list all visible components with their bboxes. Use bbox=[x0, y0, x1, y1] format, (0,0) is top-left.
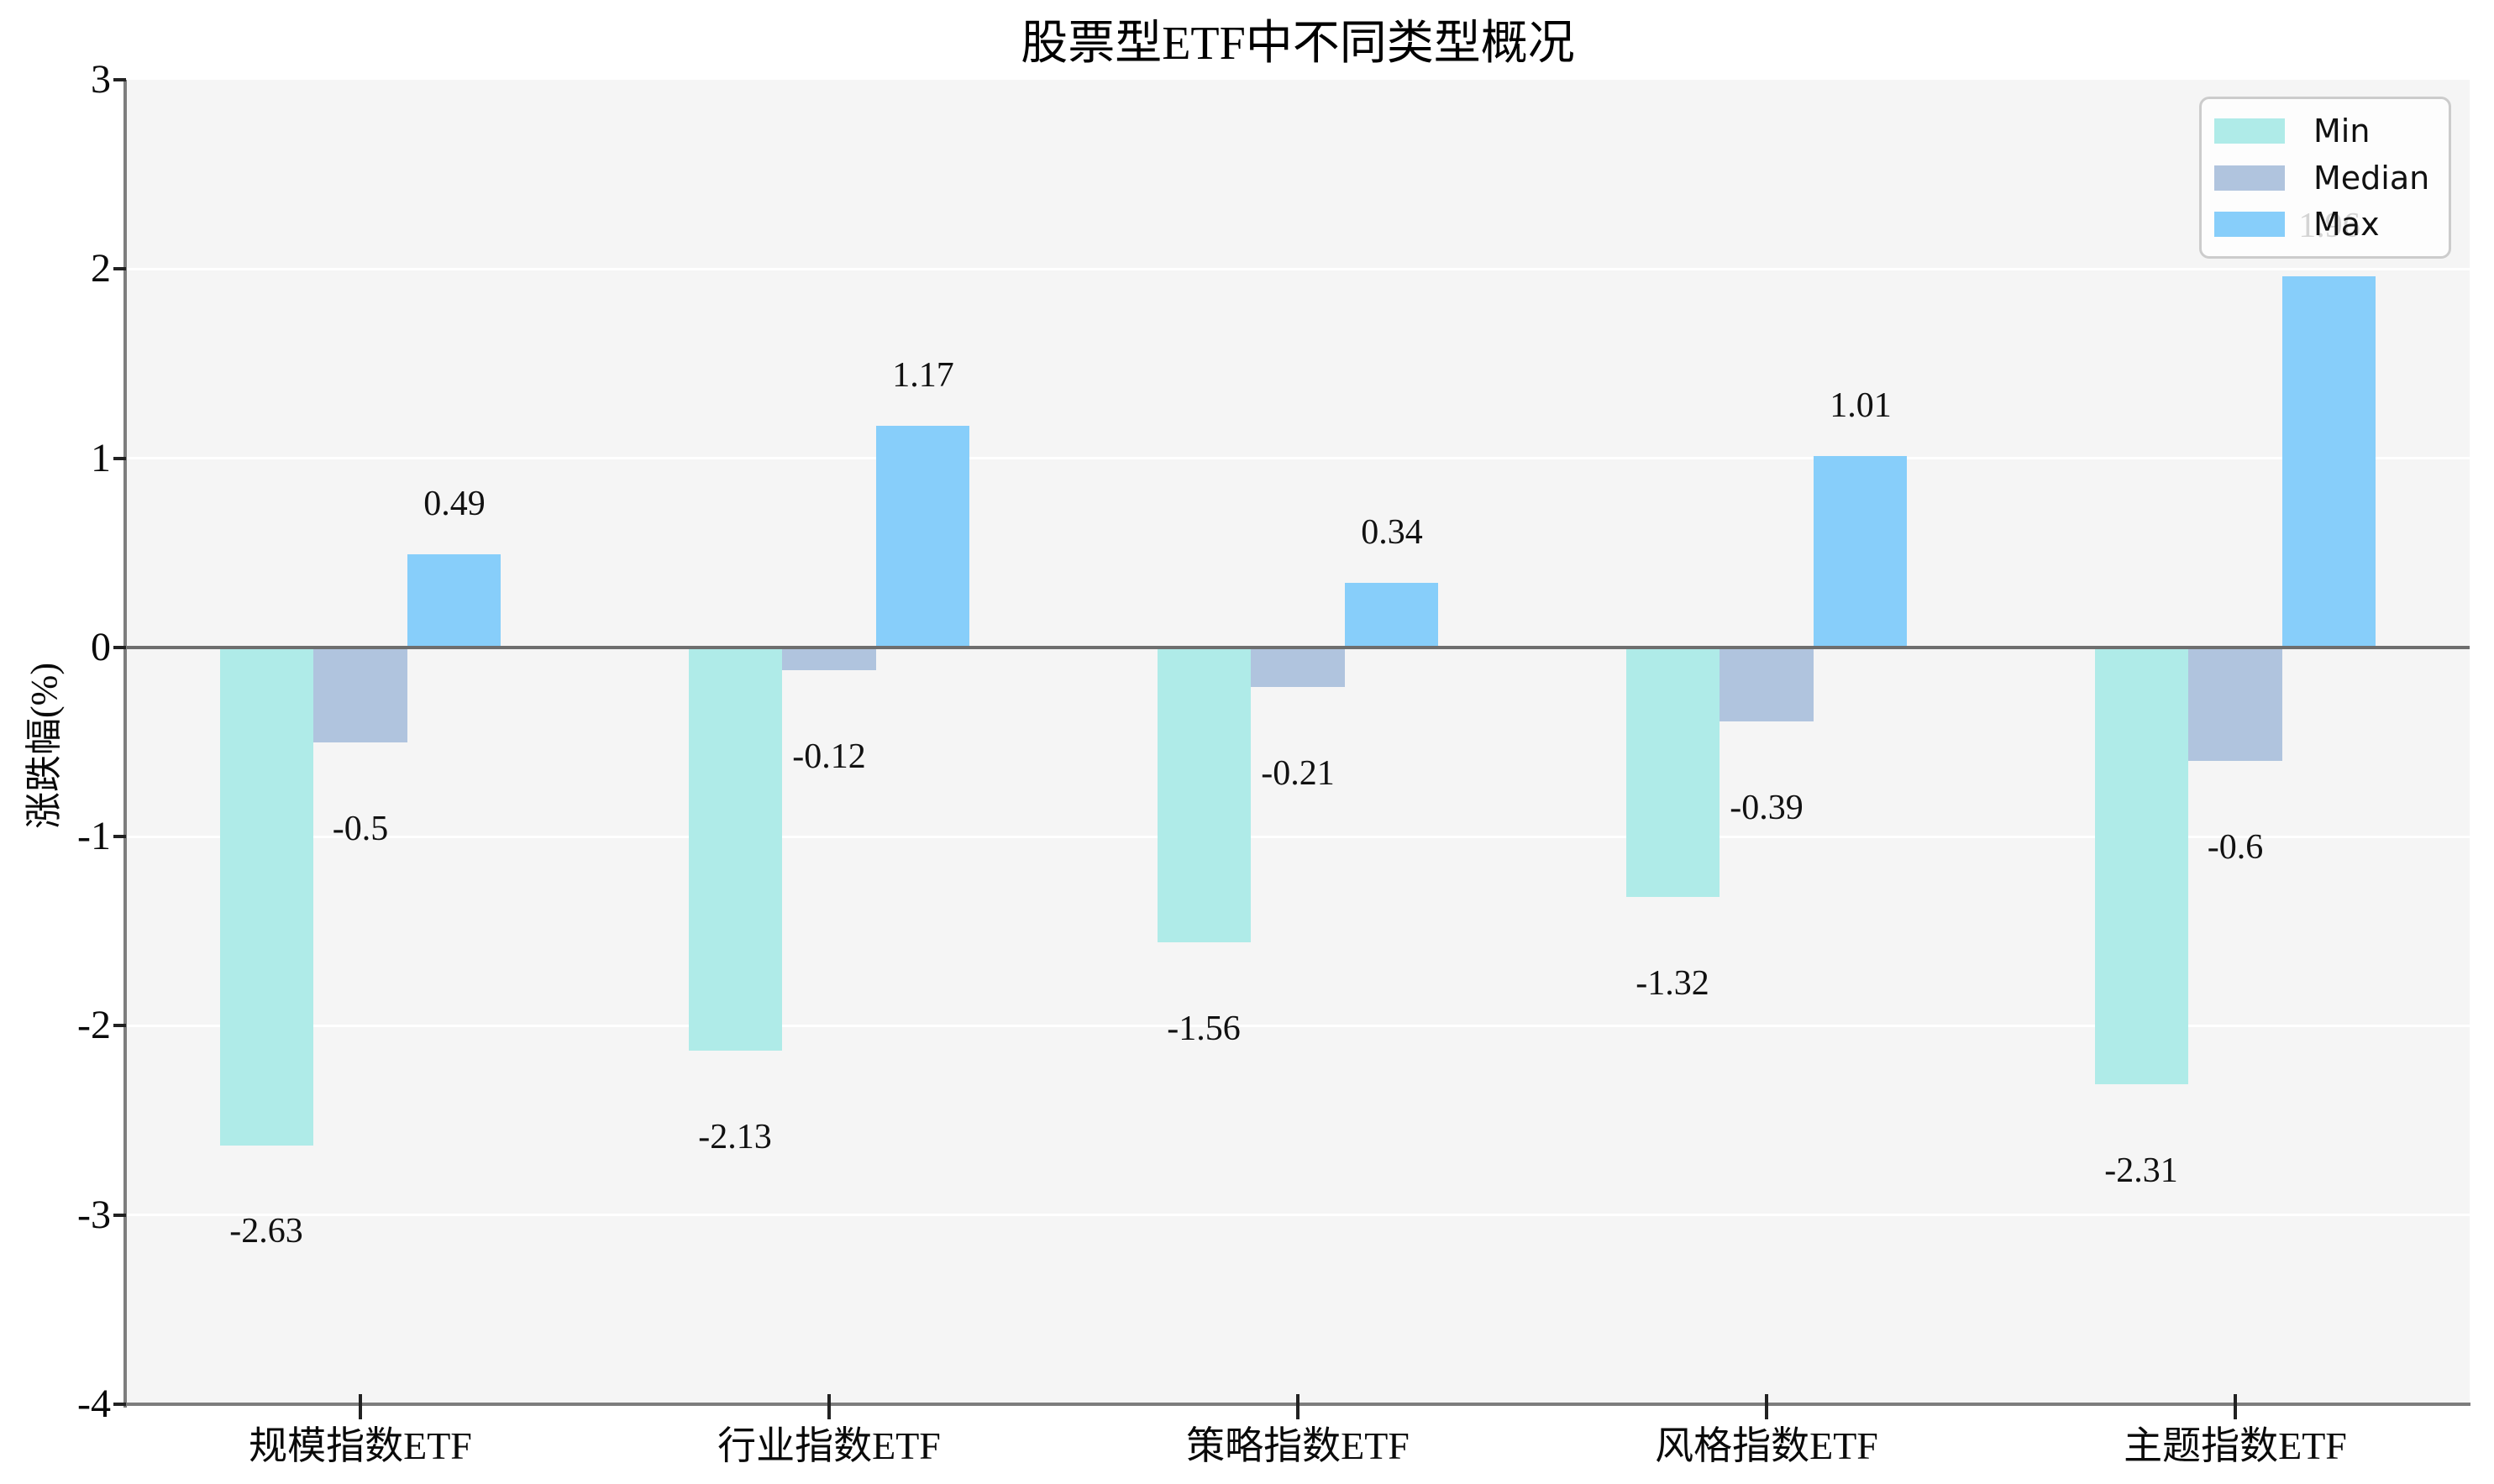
y-tick--4 bbox=[113, 1403, 126, 1406]
value-label-median-0: -0.5 bbox=[332, 810, 389, 848]
x-tick-label-4: 主题指数ETF bbox=[2124, 1424, 2347, 1467]
y-tick-3 bbox=[113, 78, 126, 81]
bar-min-2 bbox=[1158, 648, 1251, 942]
legend-item-median: Median bbox=[2214, 155, 2449, 202]
y-tick-2 bbox=[113, 267, 126, 270]
value-label-min-1: -2.13 bbox=[698, 1118, 772, 1156]
value-label-min-2: -1.56 bbox=[1167, 1009, 1241, 1048]
gridline-y1 bbox=[126, 457, 2470, 460]
y-tick-label-3: 3 bbox=[91, 57, 111, 102]
y-tick-label-2: 2 bbox=[91, 246, 111, 291]
legend-label-max: Max bbox=[2313, 206, 2380, 244]
bar-min-1 bbox=[689, 648, 782, 1051]
value-label-max-2: 0.34 bbox=[1361, 513, 1423, 552]
chart-title: 股票型ETF中不同类型概况 bbox=[1021, 18, 1575, 70]
x-tick-label-0: 规模指数ETF bbox=[249, 1424, 472, 1467]
bar-max-0 bbox=[407, 554, 501, 647]
bar-max-3 bbox=[1814, 456, 1907, 648]
value-label-max-0: 0.49 bbox=[423, 485, 486, 523]
y-tick--2 bbox=[113, 1024, 126, 1027]
x-tick-1 bbox=[827, 1394, 831, 1419]
bar-min-0 bbox=[220, 648, 313, 1146]
bar-max-1 bbox=[876, 426, 969, 648]
y-tick--3 bbox=[113, 1214, 126, 1217]
bar-median-2 bbox=[1251, 648, 1345, 687]
gridline-y2 bbox=[126, 267, 2470, 270]
x-tick-0 bbox=[359, 1394, 362, 1419]
value-label-min-3: -1.32 bbox=[1636, 964, 1709, 1003]
value-label-median-3: -0.39 bbox=[1730, 789, 1804, 827]
value-label-min-4: -2.31 bbox=[2104, 1151, 2178, 1190]
bar-median-3 bbox=[1720, 648, 1814, 721]
bar-min-4 bbox=[2095, 648, 2188, 1084]
y-tick-label-1: 1 bbox=[91, 436, 111, 480]
plot-area: Min Median Max -2.63 -2.13 -1.56 -1.32 -2.31… bbox=[126, 80, 2470, 1404]
x-tick-label-3: 风格指数ETF bbox=[1655, 1424, 1878, 1467]
legend-swatch-max bbox=[2214, 212, 2285, 238]
legend-item-min: Min bbox=[2214, 107, 2449, 155]
value-label-median-4: -0.6 bbox=[2207, 828, 2264, 867]
y-axis-label: 涨跌幅(%) bbox=[24, 663, 65, 829]
value-label-max-3: 1.01 bbox=[1830, 386, 1892, 425]
y-tick-label--3: -3 bbox=[77, 1193, 111, 1237]
bar-max-4 bbox=[2282, 276, 2376, 648]
value-label-max-1: 1.17 bbox=[892, 356, 954, 395]
y-tick-0 bbox=[113, 646, 126, 649]
gridline-y-3 bbox=[126, 1214, 2470, 1217]
x-tick-label-2: 策略指数ETF bbox=[1186, 1424, 1410, 1467]
bar-min-3 bbox=[1626, 648, 1720, 897]
legend: Min Median Max bbox=[2199, 97, 2451, 259]
legend-label-min: Min bbox=[2313, 112, 2371, 149]
zero-line bbox=[126, 646, 2470, 649]
y-tick--1 bbox=[113, 835, 126, 838]
legend-item-max: Max bbox=[2214, 201, 2449, 248]
y-tick-label--4: -4 bbox=[77, 1382, 111, 1426]
x-tick-2 bbox=[1296, 1394, 1300, 1419]
gridline-y-1 bbox=[126, 835, 2470, 838]
y-tick-label--2: -2 bbox=[77, 1003, 111, 1047]
value-label-median-2: -0.21 bbox=[1261, 754, 1335, 793]
y-tick-label--1: -1 bbox=[77, 814, 111, 858]
x-tick-4 bbox=[2234, 1394, 2237, 1419]
bar-max-2 bbox=[1345, 583, 1438, 648]
legend-swatch-min bbox=[2214, 118, 2285, 144]
y-tick-label-0: 0 bbox=[91, 625, 111, 669]
left-spine bbox=[123, 80, 127, 1408]
legend-label-median: Median bbox=[2313, 159, 2430, 197]
value-label-median-1: -0.12 bbox=[792, 737, 866, 776]
gridline-y-2 bbox=[126, 1024, 2470, 1027]
x-tick-label-1: 行业指数ETF bbox=[717, 1424, 941, 1467]
bar-median-1 bbox=[782, 648, 876, 670]
value-label-min-0: -2.63 bbox=[229, 1212, 303, 1251]
bar-median-4 bbox=[2188, 648, 2282, 761]
bar-median-0 bbox=[313, 648, 407, 742]
legend-swatch-median bbox=[2214, 165, 2285, 191]
y-tick-1 bbox=[113, 457, 126, 460]
x-tick-3 bbox=[1765, 1394, 1768, 1419]
